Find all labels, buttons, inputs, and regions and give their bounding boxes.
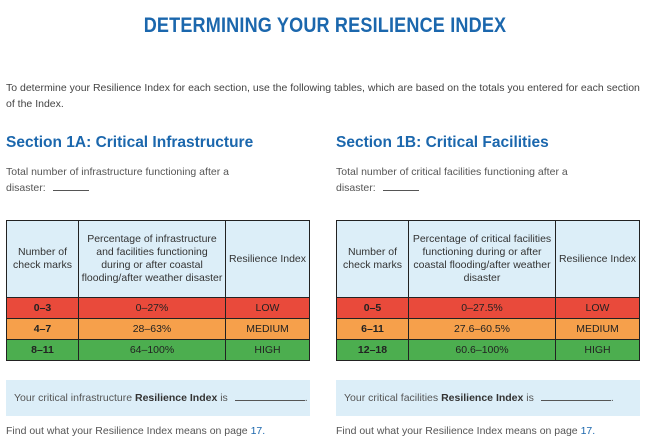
pct-cell: 27.6–60.5% bbox=[408, 318, 556, 340]
header-percentage: Percentage of critical facilities functi… bbox=[408, 220, 556, 298]
pct-cell: 64–100% bbox=[78, 339, 226, 361]
page-link[interactable]: 17. bbox=[250, 425, 266, 437]
pct-cell: 28–63% bbox=[78, 318, 226, 340]
header-percentage: Percentage of infrastructure and facilit… bbox=[78, 220, 226, 298]
question-label: Total number of critical facilities func… bbox=[336, 166, 568, 194]
index-cell: LOW bbox=[555, 297, 640, 319]
table-row: 0–5 0–27.5% LOW bbox=[336, 297, 640, 319]
section-1b: Section 1B: Critical Facilities Total nu… bbox=[336, 134, 640, 437]
findout-label: Find out what your Resilience Index mean… bbox=[336, 425, 578, 437]
findout-label: Find out what your Resilience Index mean… bbox=[6, 425, 248, 437]
result-box: Your critical infrastructure Resilience … bbox=[6, 380, 310, 416]
result-bold: Resilience Index bbox=[441, 392, 524, 404]
page-link[interactable]: 17. bbox=[580, 425, 596, 437]
answer-blank[interactable] bbox=[382, 180, 419, 191]
result-blank[interactable] bbox=[540, 390, 611, 401]
result-suffix: is bbox=[526, 392, 534, 404]
answer-blank[interactable] bbox=[52, 180, 89, 191]
question-text: Total number of infrastructure functioni… bbox=[6, 164, 246, 196]
question-label: Total number of infrastructure functioni… bbox=[6, 166, 229, 194]
marks-cell: 6–11 bbox=[336, 318, 409, 340]
findout-text: Find out what your Resilience Index mean… bbox=[336, 425, 595, 437]
result-box: Your critical facilities Resilience Inde… bbox=[336, 380, 640, 416]
marks-cell: 12–18 bbox=[336, 339, 409, 361]
findout-text: Find out what your Resilience Index mean… bbox=[6, 425, 265, 437]
header-check-marks: Number of check marks bbox=[6, 220, 79, 298]
pct-cell: 60.6–100% bbox=[408, 339, 556, 361]
question-text: Total number of critical facilities func… bbox=[336, 164, 576, 196]
table-row: 4–7 28–63% MEDIUM bbox=[6, 318, 310, 340]
result-suffix: is bbox=[220, 392, 228, 404]
section-1a: Section 1A: Critical Infrastructure Tota… bbox=[6, 134, 310, 437]
marks-cell: 0–5 bbox=[336, 297, 409, 319]
intro-paragraph: To determine your Resilience Index for e… bbox=[6, 82, 640, 110]
header-check-marks: Number of check marks bbox=[336, 220, 409, 298]
index-cell: LOW bbox=[225, 297, 310, 319]
resilience-table: Number of check marks Percentage of crit… bbox=[336, 220, 640, 361]
index-cell: MEDIUM bbox=[225, 318, 310, 340]
index-cell: HIGH bbox=[225, 339, 310, 361]
section-title: Section 1B: Critical Facilities bbox=[336, 134, 549, 151]
table-row: 12–18 60.6–100% HIGH bbox=[336, 339, 640, 361]
table-row: 6–11 27.6–60.5% MEDIUM bbox=[336, 318, 640, 340]
marks-cell: 0–3 bbox=[6, 297, 79, 319]
pct-cell: 0–27.5% bbox=[408, 297, 556, 319]
header-resilience-index: Resilience Index bbox=[225, 220, 310, 298]
resilience-table: Number of check marks Percentage of infr… bbox=[6, 220, 310, 361]
section-title: Section 1A: Critical Infrastructure bbox=[6, 134, 254, 151]
pct-cell: 0–27% bbox=[78, 297, 226, 319]
marks-cell: 8–11 bbox=[6, 339, 79, 361]
result-prefix: Your critical infrastructure bbox=[14, 392, 133, 404]
result-blank[interactable] bbox=[234, 390, 305, 401]
result-bold: Resilience Index bbox=[135, 392, 218, 404]
index-cell: HIGH bbox=[555, 339, 640, 361]
result-prefix: Your critical facilities bbox=[344, 392, 439, 404]
marks-cell: 4–7 bbox=[6, 318, 79, 340]
index-cell: MEDIUM bbox=[555, 318, 640, 340]
page-title: DETERMINING YOUR RESILIENCE INDEX bbox=[143, 14, 507, 37]
header-resilience-index: Resilience Index bbox=[555, 220, 640, 298]
table-row: 8–11 64–100% HIGH bbox=[6, 339, 310, 361]
table-row: 0–3 0–27% LOW bbox=[6, 297, 310, 319]
